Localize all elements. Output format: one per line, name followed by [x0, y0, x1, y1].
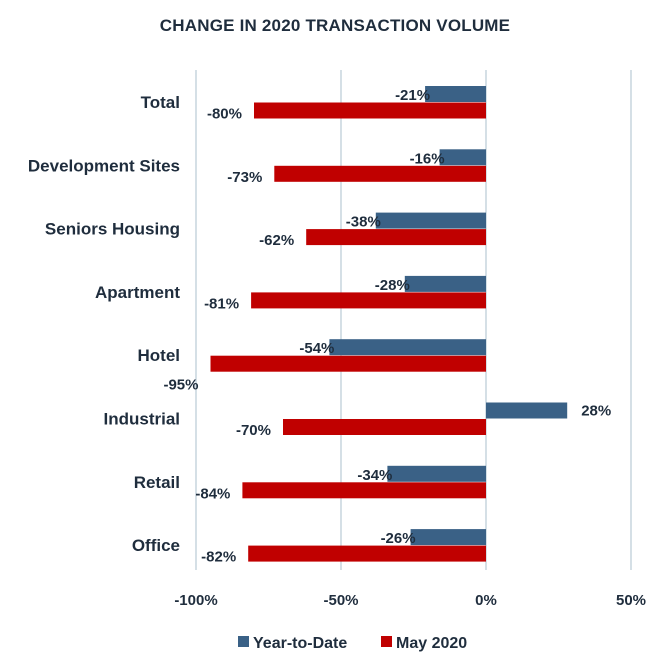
category-label: Seniors Housing — [45, 220, 180, 239]
data-label-may-2020: -80% — [207, 106, 242, 123]
bar-year-to-date — [425, 86, 486, 102]
x-tick-label: 0% — [475, 592, 497, 609]
bar-year-to-date — [410, 529, 486, 546]
data-label-may-2020: -81% — [204, 295, 239, 312]
category-label: Hotel — [138, 346, 181, 365]
data-label-year-to-date: -34% — [357, 467, 392, 484]
category-label: Industrial — [103, 410, 180, 429]
data-label-may-2020: -95% — [163, 377, 198, 394]
bar-year-to-date — [486, 402, 568, 419]
chart-title: CHANGE IN 2020 TRANSACTION VOLUME — [159, 16, 511, 35]
data-label-year-to-date: 28% — [581, 403, 611, 420]
bar-may-2020 — [306, 229, 486, 246]
legend-swatch — [381, 636, 392, 647]
data-label-year-to-date: -16% — [410, 150, 445, 167]
bar-may-2020 — [274, 165, 486, 182]
bar-may-2020 — [283, 419, 486, 435]
x-tick-label: -50% — [323, 592, 358, 609]
x-tick-label: -100% — [174, 592, 217, 609]
category-label: Apartment — [95, 283, 180, 302]
legend-swatch — [238, 636, 249, 647]
category-label: Office — [132, 536, 180, 555]
bar-year-to-date — [387, 465, 486, 482]
data-label-may-2020: -82% — [201, 549, 236, 566]
data-label-may-2020: -62% — [259, 232, 294, 249]
bar-may-2020 — [248, 545, 486, 562]
data-label-year-to-date: -26% — [381, 530, 416, 547]
legend-label: May 2020 — [396, 635, 467, 652]
bar-year-to-date — [329, 339, 486, 356]
legend-label: Year-to-Date — [253, 635, 347, 652]
data-label-may-2020: -84% — [195, 485, 230, 502]
bar-may-2020 — [254, 102, 486, 119]
data-label-may-2020: -73% — [227, 169, 262, 186]
bar-may-2020 — [242, 482, 486, 499]
data-label-may-2020: -70% — [236, 422, 271, 439]
category-label: Development Sites — [28, 156, 180, 175]
data-label-year-to-date: -21% — [395, 87, 430, 104]
data-label-year-to-date: -28% — [375, 277, 410, 294]
bar-year-to-date — [439, 149, 486, 166]
x-tick-label: 50% — [616, 592, 646, 609]
data-label-year-to-date: -38% — [346, 214, 381, 231]
category-label: Total — [141, 93, 180, 112]
bar-may-2020 — [210, 355, 486, 372]
bar-may-2020 — [251, 292, 486, 309]
category-label: Retail — [134, 473, 180, 492]
bar-year-to-date — [375, 212, 486, 229]
bar-year-to-date — [404, 275, 486, 292]
data-label-year-to-date: -54% — [299, 340, 334, 357]
